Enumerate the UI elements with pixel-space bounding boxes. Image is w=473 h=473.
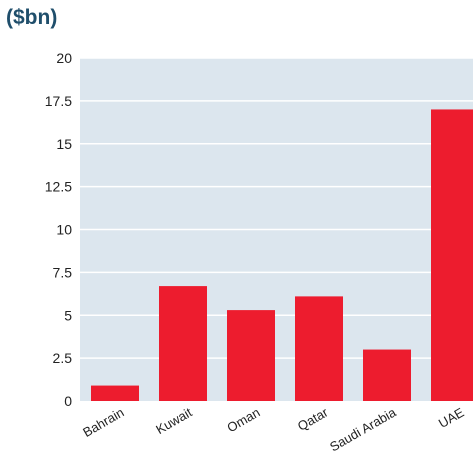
- y-tick-label: 2.5: [53, 350, 73, 366]
- y-tick-label: 12.5: [45, 179, 72, 195]
- chart-title: ($bn): [6, 6, 58, 29]
- bar-oman: [227, 310, 275, 401]
- x-tick-label-kuwait: Kuwait: [153, 404, 195, 437]
- y-tick-label: 10: [56, 222, 72, 238]
- y-tick-label: 17.5: [45, 93, 72, 109]
- x-tick-label-saudi-arabia: Saudi Arabia: [327, 404, 399, 454]
- y-tick-label: 5: [64, 307, 72, 323]
- y-tick-label: 20: [56, 50, 72, 66]
- x-tick-label-oman: Oman: [224, 405, 262, 436]
- bar-saudi-arabia: [363, 349, 411, 401]
- x-tick-label-bahrain: Bahrain: [80, 405, 126, 440]
- bar-kuwait: [159, 286, 207, 401]
- x-tick-label-qatar: Qatar: [295, 404, 331, 434]
- y-axis-ticks: 0 2.5 5 7.5 10 12.5 15 17.5 20: [45, 50, 72, 409]
- y-tick-label: 0: [64, 393, 72, 409]
- bar-bahrain: [91, 385, 139, 401]
- bar-qatar: [295, 296, 343, 401]
- x-tick-label-uae: UAE: [436, 404, 467, 431]
- bars: [91, 109, 473, 401]
- y-tick-label: 7.5: [53, 264, 73, 280]
- y-tick-label: 15: [56, 136, 72, 152]
- bar-uae: [431, 109, 473, 401]
